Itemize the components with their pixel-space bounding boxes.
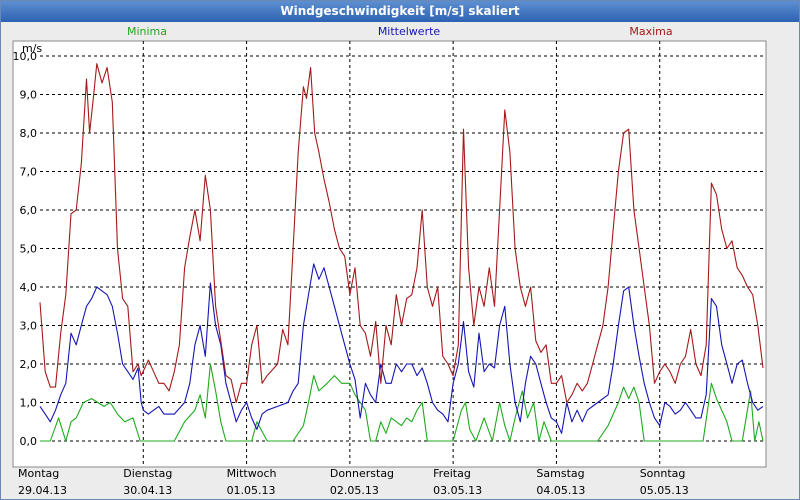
legend-maxima: Maxima <box>629 25 672 38</box>
y-tick-label: 2,0 <box>20 358 38 371</box>
y-tick-label: 0,0 <box>20 435 38 448</box>
window-title: Windgeschwindigkeit [m/s] skaliert <box>1 1 799 22</box>
series-line-maxima <box>39 63 764 404</box>
day-name-label: Samstag <box>536 467 584 480</box>
y-tick-label: 1,0 <box>20 397 38 410</box>
day-name-label: Dienstag <box>123 467 172 480</box>
y-tick-label: 6,0 <box>20 204 38 217</box>
y-tick-label: 7,0 <box>20 166 38 179</box>
y-tick-label: 10,0 <box>13 50 38 63</box>
day-date-label: 03.05.13 <box>433 484 482 497</box>
y-tick-label: 5,0 <box>20 243 38 256</box>
day-date-label: 02.05.13 <box>330 484 379 497</box>
legend-minima: Minima <box>127 25 167 38</box>
day-date-label: 29.04.13 <box>18 484 67 497</box>
y-tick-label: 3,0 <box>20 320 38 333</box>
day-name-label: Freitag <box>433 467 471 480</box>
day-name-label: Sonntag <box>640 467 686 480</box>
y-tick-label: 9,0 <box>20 89 38 102</box>
y-tick-label: 8,0 <box>20 127 38 140</box>
x-ticks: Montag 29.04.13 Dienstag 30.04.13 Mittwoch 01… <box>18 467 689 497</box>
day-name-label: Mittwoch <box>227 467 277 480</box>
day-date-label: 01.05.13 <box>227 484 276 497</box>
day-date-label: 04.05.13 <box>536 484 585 497</box>
y-ticks: 0,0 1,0 2,0 3,0 4,0 5,0 6,0 7,0 8,0 9,0 10,0 <box>13 50 38 448</box>
series-line-mittel <box>39 263 764 434</box>
legend-mittelwerte: Mittelwerte <box>378 25 441 38</box>
plot-area <box>12 40 767 468</box>
wind-speed-chart: 0,0 1,0 2,0 3,0 4,0 5,0 6,0 7,0 8,0 9,0 10,0 Monta… <box>12 25 767 497</box>
day-date-label: 05.05.13 <box>640 484 689 497</box>
day-date-label: 30.04.13 <box>123 484 172 497</box>
day-name-label: Montag <box>18 467 59 480</box>
y-axis-label: m/s <box>22 42 42 55</box>
series-line-minima <box>40 363 764 442</box>
day-name-label: Donnerstag <box>330 467 394 480</box>
series-lines <box>39 63 764 442</box>
y-tick-label: 4,0 <box>20 281 38 294</box>
